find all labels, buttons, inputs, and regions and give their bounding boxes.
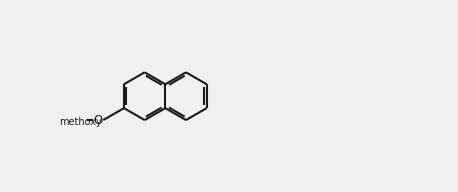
Text: O: O: [93, 113, 103, 127]
Text: methoxy: methoxy: [59, 117, 102, 127]
